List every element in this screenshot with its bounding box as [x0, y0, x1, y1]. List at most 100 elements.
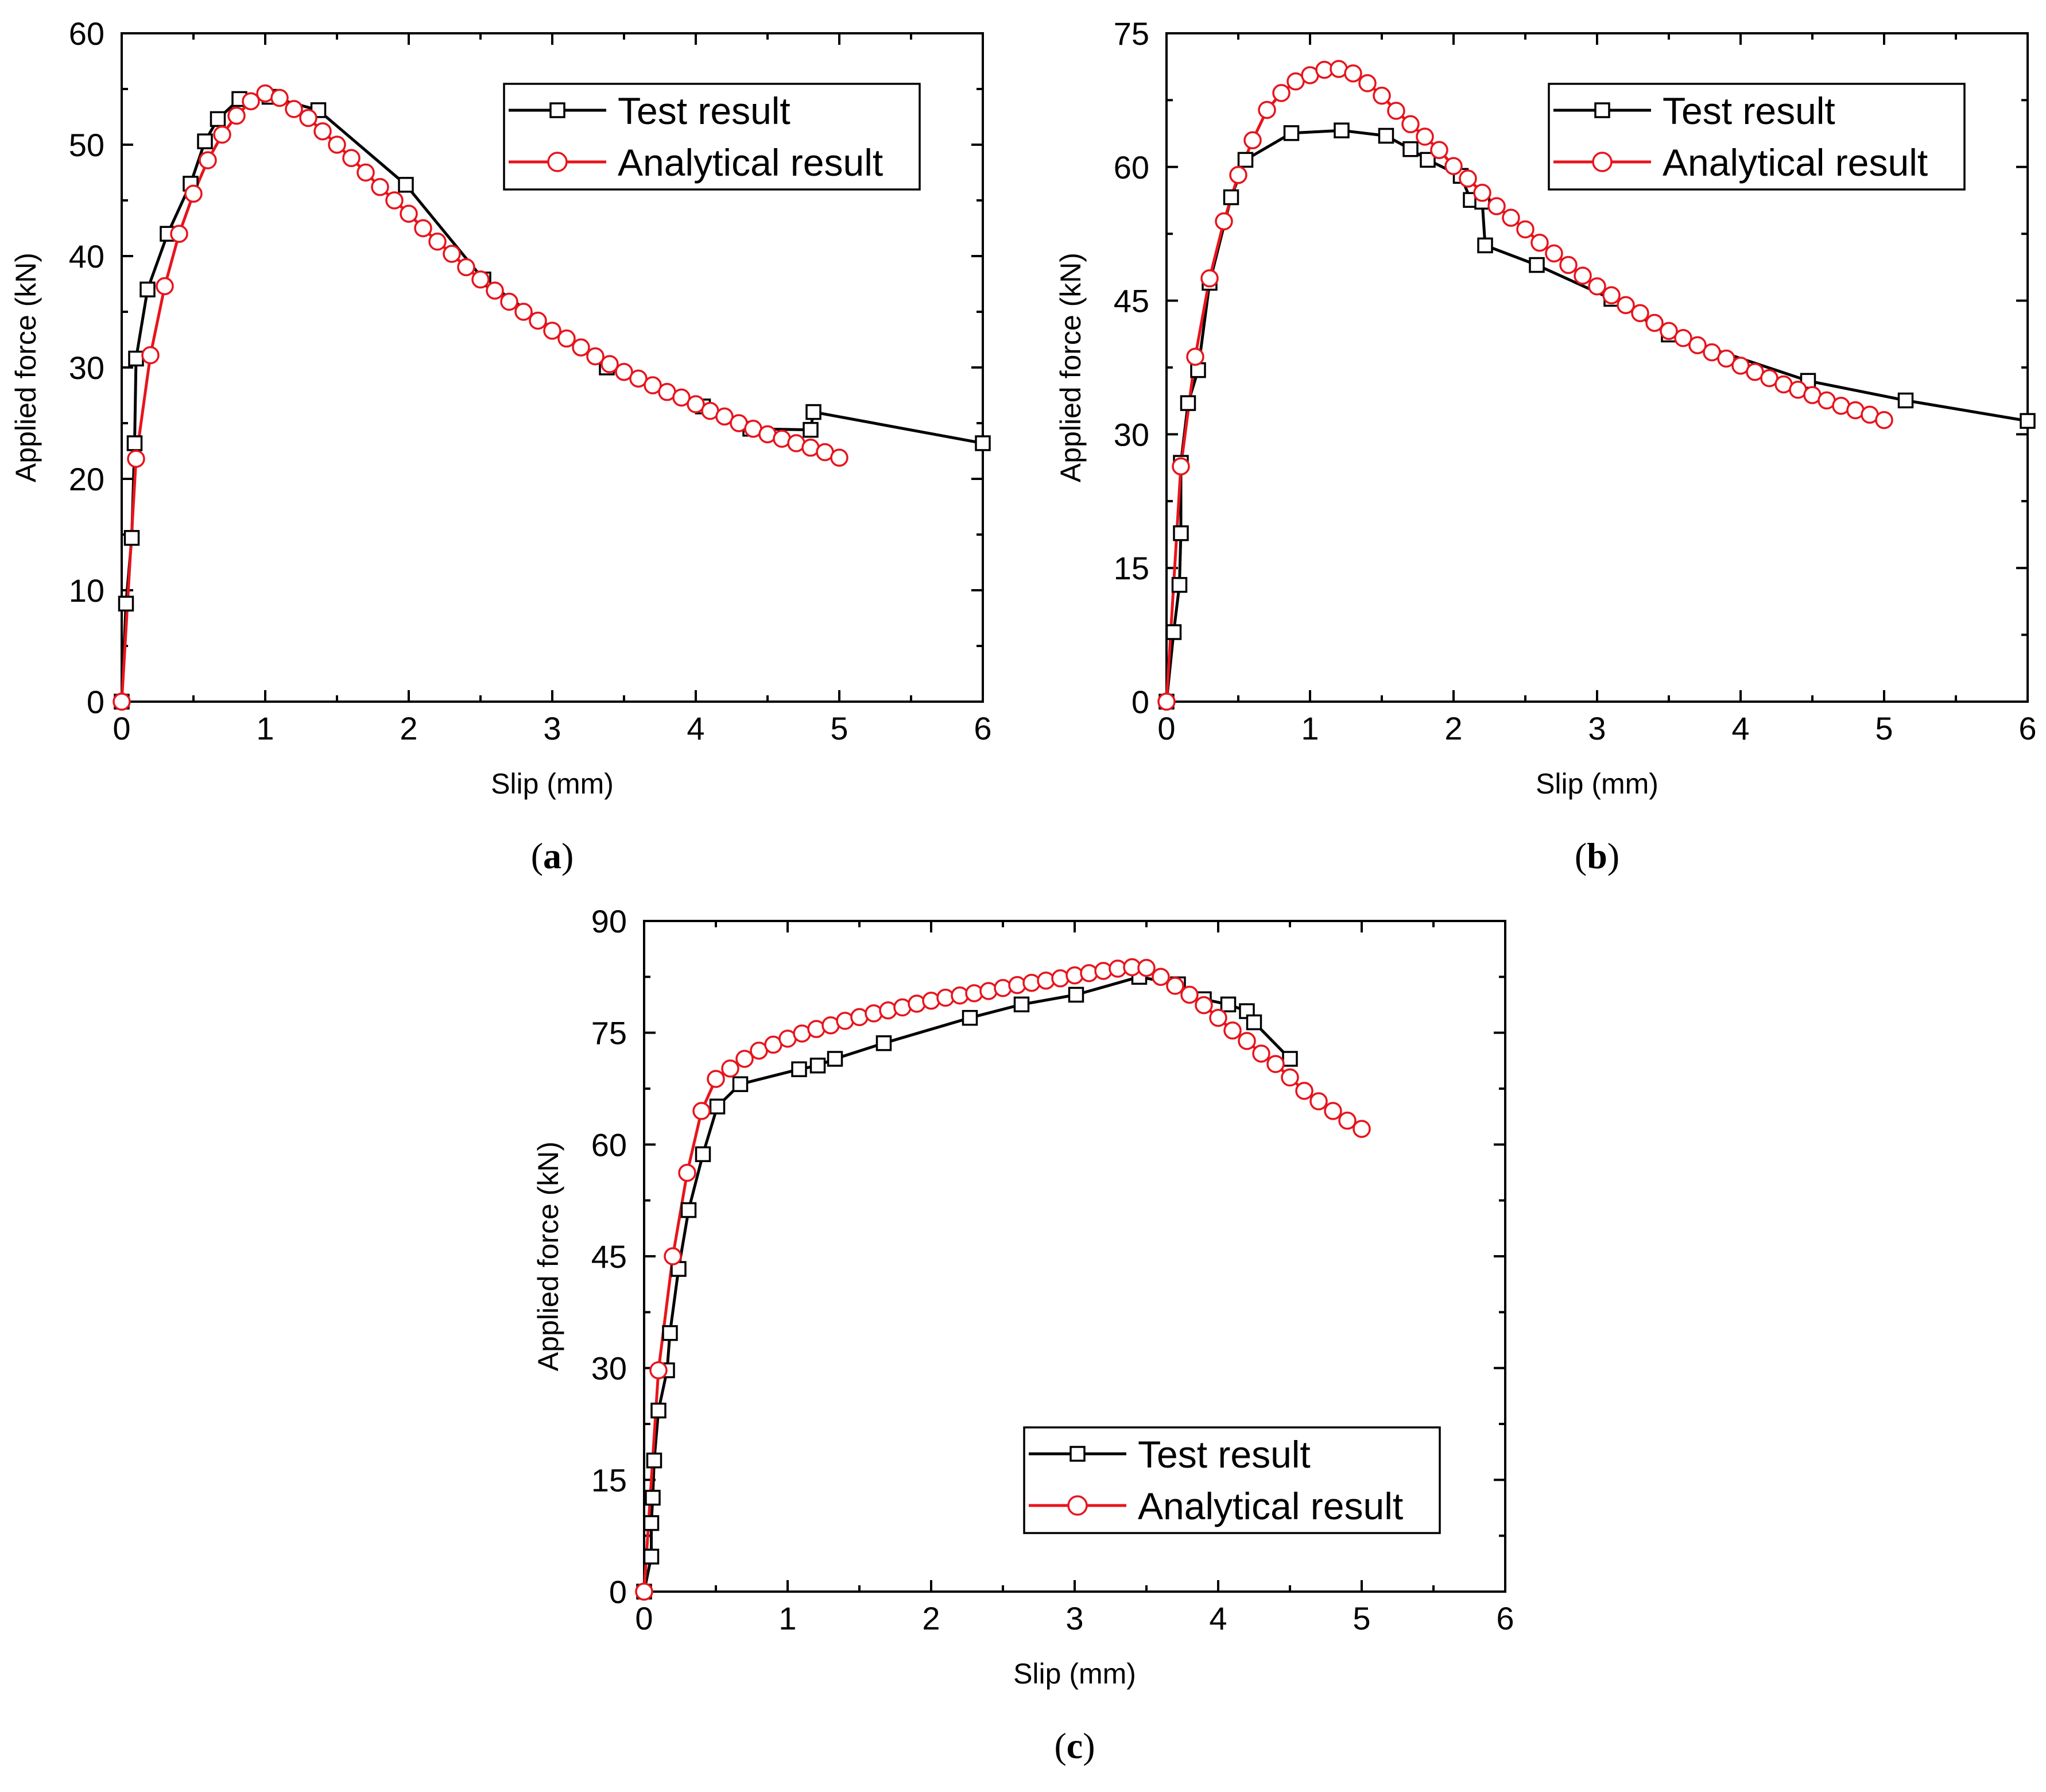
- legend-label: Test result: [1138, 1433, 1311, 1476]
- y-axis-title: Applied force (kN): [532, 1141, 564, 1371]
- y-axis-title: Applied force (kN): [1055, 253, 1087, 482]
- data-point-test: [809, 1058, 826, 1074]
- data-point-analytical: [1353, 1120, 1371, 1138]
- data-point-analytical: [500, 292, 518, 311]
- data-point-test: [1013, 996, 1030, 1013]
- data-point-analytical: [1200, 269, 1219, 288]
- data-point-analytical: [1186, 347, 1204, 366]
- data-point-test: [875, 1035, 892, 1051]
- x-tick-label: 6: [2018, 710, 2036, 746]
- data-point-test: [118, 595, 134, 612]
- data-point-test: [805, 404, 822, 420]
- data-point-test: [827, 1051, 843, 1067]
- data-point-analytical: [457, 258, 475, 277]
- data-point-analytical: [356, 163, 375, 182]
- x-axis-title: Slip (mm): [1536, 768, 1658, 800]
- data-point-analytical: [735, 1050, 754, 1068]
- data-point-analytical: [1502, 208, 1520, 227]
- data-point-test: [1180, 395, 1196, 411]
- data-point-test: [1283, 125, 1300, 141]
- data-point-analytical: [1459, 169, 1477, 188]
- legend-marker-circle: [547, 152, 568, 172]
- y-tick-label: 60: [69, 16, 104, 52]
- legend-marker-circle: [1067, 1495, 1088, 1516]
- data-point-test: [662, 1325, 678, 1341]
- data-point-analytical: [879, 1001, 897, 1020]
- data-point-test: [1477, 237, 1493, 254]
- data-point-analytical: [664, 1247, 682, 1265]
- data-point-analytical: [557, 329, 576, 348]
- y-tick-label: 15: [591, 1462, 627, 1498]
- data-point-analytical: [715, 407, 734, 426]
- panel-label: (c): [1054, 1725, 1095, 1766]
- data-point-analytical: [1559, 256, 1578, 274]
- y-tick-label: 0: [87, 684, 104, 720]
- data-point-analytical: [1430, 141, 1448, 160]
- legend-label: Analytical result: [1663, 141, 1928, 184]
- data-point-test: [791, 1061, 807, 1078]
- data-point-analytical: [156, 277, 174, 296]
- legend-marker-circle: [1592, 152, 1613, 172]
- data-point-analytical: [285, 100, 303, 118]
- y-axis-title: Applied force (kN): [10, 253, 42, 482]
- data-point-analytical: [865, 1004, 883, 1023]
- data-point-analytical: [1266, 1055, 1285, 1073]
- data-point-analytical: [1223, 1021, 1242, 1040]
- data-point-analytical: [170, 225, 188, 243]
- data-point-analytical: [1875, 411, 1893, 429]
- y-tick-label: 30: [1114, 416, 1149, 452]
- legend-label: Analytical result: [1138, 1485, 1403, 1527]
- data-point-analytical: [514, 303, 533, 321]
- data-point-analytical: [184, 184, 203, 203]
- data-point-analytical: [572, 338, 590, 357]
- panel-label: (a): [531, 835, 574, 876]
- data-point-analytical: [600, 355, 619, 373]
- data-point-test: [210, 111, 226, 127]
- data-point-analytical: [979, 982, 998, 1000]
- data-point-analytical: [400, 204, 418, 223]
- x-tick-label: 1: [778, 1600, 796, 1636]
- y-tick-label: 20: [69, 461, 104, 497]
- data-point-analytical: [213, 125, 231, 144]
- y-tick-label: 75: [591, 1015, 627, 1051]
- data-point-analytical: [414, 219, 432, 238]
- x-tick-label: 0: [1157, 710, 1175, 746]
- data-point-analytical: [1338, 1112, 1357, 1130]
- y-tick-label: 60: [1114, 149, 1149, 185]
- x-tick-label: 1: [1301, 710, 1319, 746]
- data-point-analytical: [721, 1059, 739, 1078]
- data-point-test: [646, 1452, 662, 1469]
- data-point-analytical: [1281, 1068, 1299, 1087]
- data-point-analytical: [644, 376, 662, 394]
- data-point-analytical: [1180, 985, 1199, 1004]
- y-tick-label: 15: [1114, 550, 1149, 586]
- data-point-test: [123, 530, 140, 546]
- data-point-test: [1529, 257, 1545, 273]
- data-point-analytical: [1051, 969, 1070, 988]
- data-point-analytical: [1209, 1008, 1227, 1027]
- x-axis-title: Slip (mm): [1013, 1658, 1136, 1690]
- data-point-analytical: [1631, 304, 1649, 323]
- data-point-analytical: [328, 136, 346, 154]
- x-tick-label: 2: [400, 710, 417, 746]
- panel-letter: b: [1587, 835, 1607, 876]
- x-tick-label: 5: [1353, 1600, 1370, 1636]
- data-point-test: [1237, 152, 1254, 168]
- data-point-test: [1171, 576, 1188, 593]
- x-tick-label: 2: [1444, 710, 1462, 746]
- data-point-analytical: [1137, 959, 1156, 977]
- data-point-test: [732, 1076, 749, 1092]
- data-point-analytical: [1152, 967, 1170, 986]
- data-point-analytical: [1229, 166, 1247, 184]
- data-point-analytical: [1617, 296, 1635, 315]
- data-point-analytical: [908, 994, 926, 1013]
- data-point-analytical: [1645, 313, 1664, 332]
- data-point-analytical: [1401, 115, 1420, 134]
- y-tick-label: 60: [591, 1127, 627, 1163]
- data-point-analytical: [1358, 74, 1377, 92]
- data-point-test: [975, 435, 991, 451]
- data-point-analytical: [1258, 100, 1276, 119]
- data-point-analytical: [629, 369, 648, 388]
